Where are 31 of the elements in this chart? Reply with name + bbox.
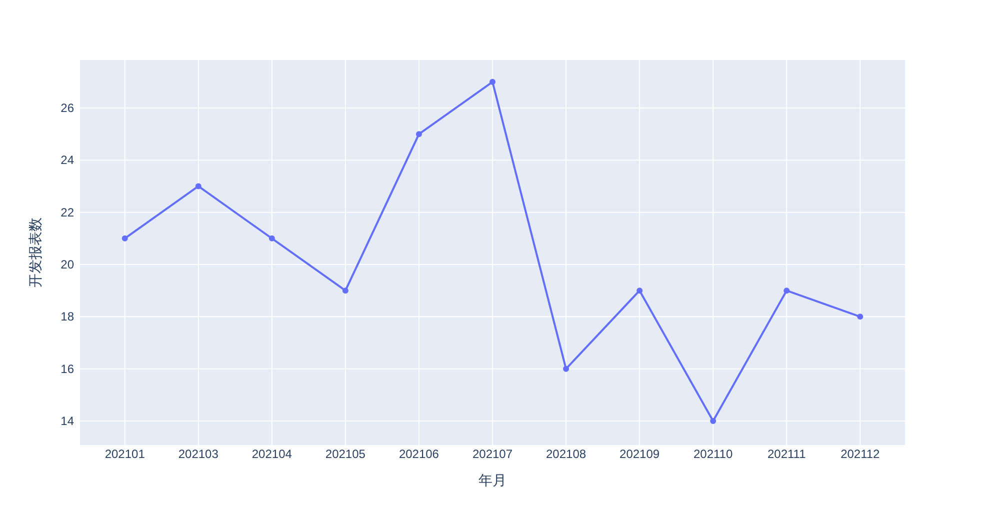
point [784,288,790,294]
y-axis-title: 开发报表数 [27,218,43,288]
x-tick-label: 202104 [252,447,292,461]
point [490,78,496,85]
x-tick-label: 202101 [104,447,146,461]
x-tick-label: 202103 [178,447,219,461]
y-tick-label: 14 [60,414,74,428]
point [342,288,348,294]
point [122,235,128,242]
x-tick-label: 202105 [325,447,366,461]
y-tick-label: 20 [60,258,74,272]
y-tick-label: 24 [60,153,74,168]
x-tick-label: 202106 [398,447,440,461]
x-tick-label: 202108 [546,447,586,461]
x-tick-label: 202111 [767,447,806,461]
point [563,366,570,372]
y-tick-label: 16 [60,362,74,376]
point [416,131,422,138]
point [857,314,864,320]
point [710,418,716,424]
y-tick-label: 22 [60,205,74,220]
x-axis-title: 年月 [478,472,506,488]
point [636,288,643,294]
y-tick-label: 26 [60,100,74,115]
x-tick-label: 202112 [840,447,880,461]
point [268,235,275,242]
y-tick-label: 18 [60,310,74,324]
x-tick-label: 202107 [472,447,513,461]
point [195,183,202,190]
x-tick-label: 202109 [620,447,660,461]
x-tick-label: 202110 [694,447,733,461]
